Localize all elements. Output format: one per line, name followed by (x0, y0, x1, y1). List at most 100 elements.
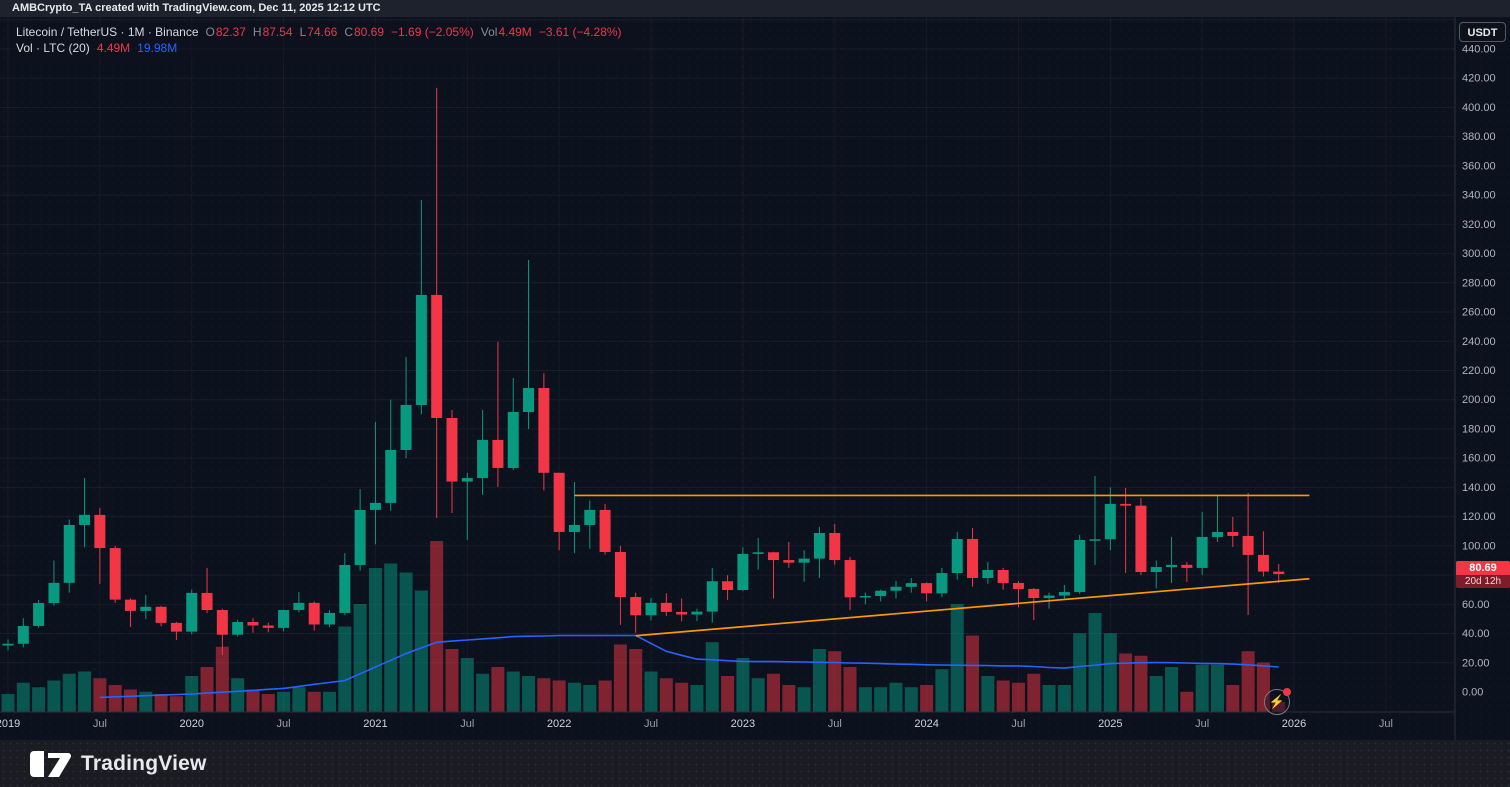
volume-bar (277, 691, 291, 712)
price-tick-label: 180.00 (1462, 423, 1496, 435)
volume-bar (659, 678, 673, 712)
candle-body (614, 551, 626, 598)
candle-body (568, 524, 580, 532)
volume-bar (215, 646, 229, 712)
candle-body (415, 294, 427, 405)
grid-lines (0, 17, 1455, 712)
price-tick-label: 120.00 (1462, 511, 1496, 523)
legend-ohlc-row[interactable]: Litecoin / TetherUS · 1M · Binance O82.37… (16, 24, 629, 40)
volume-bar (629, 649, 643, 712)
volume-bar (751, 678, 765, 712)
price-tick-label: 220.00 (1462, 365, 1496, 377)
candle-body (829, 532, 841, 561)
legend-volume-row[interactable]: Vol · LTC (20) 4.49M 19.98M (16, 40, 629, 56)
legend-ohlc-token: L (299, 25, 307, 39)
candle-body (33, 603, 45, 626)
volume-bar (736, 658, 750, 712)
volume-bar (904, 687, 918, 712)
candle-body (339, 565, 351, 613)
refresh-flash-icon[interactable]: ⚡ (1264, 688, 1291, 715)
volume-bar (78, 671, 92, 712)
price-tick-label: 260.00 (1462, 307, 1496, 319)
candle-body (109, 548, 121, 600)
price-tick-label: 40.00 (1462, 628, 1490, 640)
candle-body (140, 606, 152, 611)
volume-bar (1165, 667, 1179, 712)
candle-body (186, 592, 198, 632)
time-tick-label: 2019 (0, 718, 20, 730)
volume-bar (812, 649, 826, 712)
volume-bar (200, 667, 214, 712)
price-tick-label: 160.00 (1462, 453, 1496, 465)
volume-bar (1011, 682, 1025, 712)
volume-bar (1149, 676, 1163, 712)
price-tick-label: 420.00 (1462, 73, 1496, 85)
time-tick-label: Jul (828, 718, 842, 730)
volume-bar (353, 604, 367, 712)
volume-bar (1073, 633, 1087, 712)
candle-body (936, 573, 948, 594)
volume-bar (246, 689, 260, 712)
candle-body (737, 553, 749, 590)
candle-body (676, 611, 688, 615)
volume-bar (1241, 651, 1255, 712)
candle-body (706, 581, 718, 612)
attribution-text: AMBCrypto_TA created with TradingView.co… (12, 2, 381, 14)
time-axis[interactable]: 2019 Jul 2020 Jul 2021 Jul 2022 Jul 2023 Jul 2024 J… (0, 718, 1393, 730)
candle-body (155, 606, 167, 623)
candle-body (584, 509, 596, 525)
volume-bar (506, 671, 520, 712)
candle-body (768, 552, 779, 561)
chart-area[interactable]: 0.0020.0040.0060.0080.00100.00120.00140.… (0, 17, 1510, 740)
price-tick-label: 240.00 (1462, 336, 1496, 348)
candle-body (1211, 531, 1223, 537)
price-axis[interactable]: 0.0020.0040.0060.0080.00100.00120.00140.… (1462, 43, 1496, 698)
volume-bar (996, 680, 1010, 712)
tradingview-logo-icon (30, 751, 72, 777)
price-tick-label: 280.00 (1462, 277, 1496, 289)
last-price-value: 80.69 (1456, 561, 1510, 575)
volume-bar (1180, 691, 1194, 712)
legend-ohlc-token: 74.66 (307, 25, 338, 39)
candle-body (1089, 539, 1101, 541)
legend-ohlc-token: Litecoin / TetherUS · 1M · Binance (16, 25, 199, 39)
candle-body (446, 417, 458, 482)
candle-body (1257, 554, 1269, 572)
price-tick-label: 300.00 (1462, 248, 1496, 260)
time-tick-label: 2022 (547, 718, 571, 730)
volume-bar (16, 682, 30, 712)
attribution-bar: AMBCrypto_TA created with TradingView.co… (0, 0, 1510, 17)
candle-body (94, 514, 106, 549)
volume-bar (139, 691, 153, 712)
candle-body (538, 388, 550, 473)
candle-body (783, 560, 795, 563)
tradingview-logo[interactable]: TradingView (28, 749, 207, 779)
volume-bar (1134, 655, 1148, 712)
volume-bar (1057, 685, 1071, 712)
ascending-support-line[interactable] (635, 577, 1310, 637)
volume-bar (169, 696, 183, 712)
candle-body (477, 439, 489, 479)
bar-close-countdown: 20d 12h (1456, 575, 1510, 588)
price-chart-svg[interactable]: 0.0020.0040.0060.0080.00100.00120.00140.… (0, 17, 1510, 740)
candle-body (1196, 536, 1208, 568)
volume-bar (782, 685, 796, 712)
price-tick-label: 0.00 (1462, 687, 1483, 699)
candle-body (247, 621, 259, 626)
symbol-legend[interactable]: Litecoin / TetherUS · 1M · Binance O82.37… (10, 22, 635, 58)
volume-bar (476, 673, 490, 712)
legend-ohlc-token: 4.49M (498, 25, 532, 39)
candle-body (844, 560, 856, 598)
candle-body (798, 558, 810, 563)
candle-body (1043, 595, 1055, 599)
candle-body (1227, 531, 1239, 536)
volume-bar (843, 667, 857, 712)
volume-bar (323, 691, 337, 712)
volume-bar (338, 626, 352, 712)
candle-body (921, 583, 933, 594)
price-tick-label: 60.00 (1462, 599, 1490, 611)
time-tick-label: Jul (460, 718, 474, 730)
candle-body (722, 581, 734, 590)
currency-toggle-button[interactable]: USDT (1459, 22, 1506, 42)
candle-body (1242, 535, 1254, 555)
